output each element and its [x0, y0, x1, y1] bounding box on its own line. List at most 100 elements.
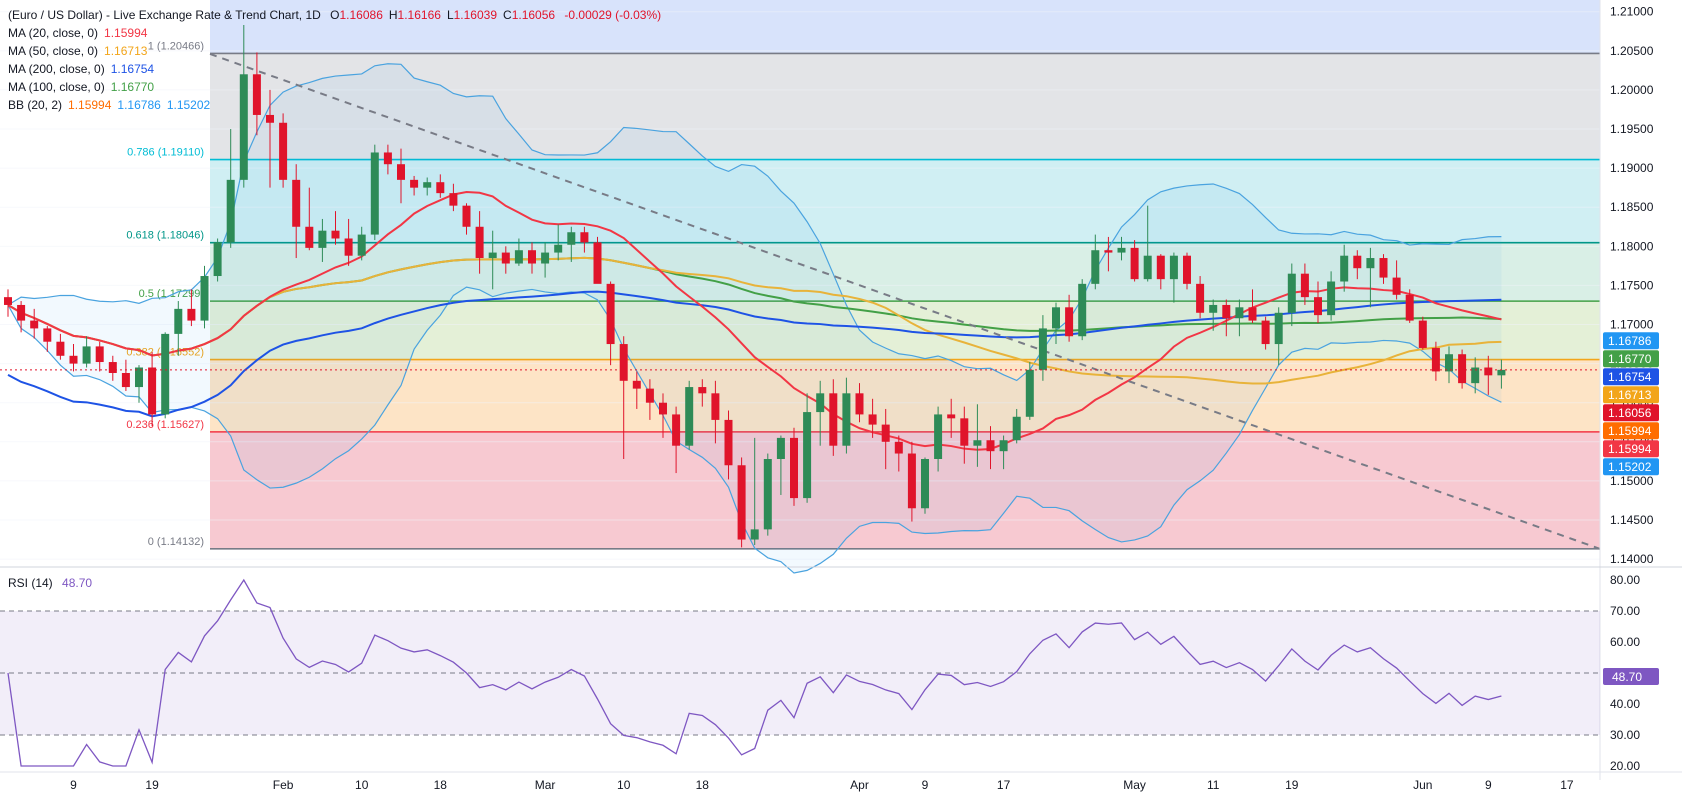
rsi-tick-label: 40.00	[1610, 697, 1640, 711]
price-badge	[1603, 422, 1659, 440]
ohlc-key: O	[330, 8, 340, 22]
candle-body	[750, 529, 759, 540]
candle-body	[1196, 283, 1205, 313]
candle-body	[1235, 307, 1244, 319]
rsi-legend: RSI (14) 48.70	[8, 576, 92, 590]
indicator-row[interactable]: MA (50, close, 0) 1.16713	[8, 42, 661, 60]
candle-body	[1327, 281, 1336, 316]
candle-body	[619, 344, 628, 381]
candle-body	[672, 414, 681, 446]
candle-body	[1353, 255, 1362, 269]
candle-body	[1183, 255, 1191, 284]
candle-body	[934, 414, 943, 460]
candle-body	[632, 380, 641, 389]
indicator-list: MA (20, close, 0) 1.15994 MA (50, close, 0…	[8, 24, 661, 114]
time-tick-label: Feb	[273, 778, 294, 792]
candle-body	[501, 252, 510, 264]
candle-body	[95, 346, 104, 363]
candle-body	[1300, 273, 1309, 298]
candle-body	[1104, 250, 1113, 253]
price-tick-label: 1.17500	[1610, 278, 1654, 292]
time-tick-label: 9	[922, 778, 929, 792]
candle-body	[1484, 367, 1493, 376]
indicator-value: 1.15202	[166, 98, 211, 112]
price-tick-label: 1.21000	[1610, 5, 1654, 19]
candle-body	[410, 179, 419, 188]
candle-body	[187, 308, 196, 321]
price-badge-label: 1.16754	[1608, 370, 1652, 384]
time-tick-label: 18	[434, 778, 448, 792]
candle-body	[1130, 247, 1139, 280]
candle-body	[436, 182, 445, 194]
ohlc-c: C1.16056	[503, 8, 555, 22]
candle-body	[567, 232, 576, 245]
fib-level-label: 1 (1.20466)	[148, 40, 204, 52]
rsi-badge	[1603, 668, 1659, 686]
price-badge-label: 1.16770	[1608, 352, 1652, 366]
candle-body	[1065, 307, 1074, 337]
candle-body	[737, 465, 746, 540]
indicator-row[interactable]: MA (100, close, 0) 1.16770	[8, 78, 661, 96]
candle-body	[580, 232, 589, 243]
candle-body	[514, 250, 523, 264]
indicator-row[interactable]: BB (20, 2) 1.15994 1.16786 1.15202	[8, 96, 661, 114]
ohlc-value: 1.16039	[453, 8, 498, 22]
candle-body	[606, 283, 615, 345]
candle-body	[541, 252, 550, 264]
time-tick-label: 10	[617, 778, 631, 792]
price-tick-label: 1.20000	[1610, 83, 1654, 97]
candle-body	[370, 152, 379, 235]
candle-body	[1038, 328, 1047, 370]
candle-body	[1052, 307, 1060, 329]
ohlc-values: O1.16086 H1.16166 L1.16039 C1.16056	[324, 8, 555, 22]
candle-body	[252, 74, 261, 115]
candle-body	[1405, 294, 1414, 321]
candle-body	[449, 193, 458, 206]
time-tick-label: 10	[355, 778, 369, 792]
candle-body	[121, 372, 130, 388]
candle-body	[161, 333, 170, 415]
price-badge-label: 1.15994	[1608, 424, 1652, 438]
indicator-label: MA (20, close, 0)	[8, 26, 99, 40]
ohlc-key: C	[503, 8, 512, 22]
ohlc-value: 1.16166	[397, 8, 441, 22]
indicator-label: MA (100, close, 0)	[8, 80, 105, 94]
candle-body	[17, 304, 26, 321]
indicator-row[interactable]: MA (200, close, 0) 1.16754	[8, 60, 661, 78]
candle-body	[69, 355, 78, 364]
candle-body	[698, 387, 707, 394]
ohlc-l: L1.16039	[447, 8, 497, 22]
price-badge-label: 1.16786	[1608, 334, 1652, 348]
indicator-row[interactable]: MA (20, close, 0) 1.15994	[8, 24, 661, 42]
fib-level-label: 0.5 (1.17299)	[139, 288, 204, 300]
time-tick-label: 18	[696, 778, 710, 792]
rsi-value: 48.70	[62, 576, 93, 590]
candle-body	[56, 341, 65, 356]
candle-body	[1431, 347, 1440, 372]
price-tick-label: 1.20500	[1610, 44, 1654, 58]
candle-body	[645, 388, 654, 403]
candle-body	[1379, 258, 1388, 278]
indicator-value: 1.15994	[104, 26, 148, 40]
time-tick-label: 17	[997, 778, 1011, 792]
candle-body	[1012, 416, 1021, 441]
candle-body	[1497, 369, 1506, 376]
time-tick-label: 19	[1285, 778, 1299, 792]
fib-level-label: 0 (1.14132)	[148, 536, 204, 548]
candle-body	[986, 440, 995, 452]
candle-body	[803, 412, 812, 499]
candle-body	[790, 437, 798, 499]
fib-band	[210, 0, 1600, 54]
candle-body	[344, 238, 353, 256]
fib-level-label: 0.786 (1.19110)	[127, 147, 204, 159]
candle-body	[711, 393, 720, 420]
candle-body	[1117, 247, 1126, 253]
price-tick-label: 1.19000	[1610, 161, 1654, 175]
candle-body	[960, 418, 969, 446]
candle-body	[1287, 273, 1296, 313]
indicator-value: 1.16754	[110, 62, 155, 76]
candle-body	[1091, 250, 1100, 284]
candle-body	[1169, 255, 1178, 280]
